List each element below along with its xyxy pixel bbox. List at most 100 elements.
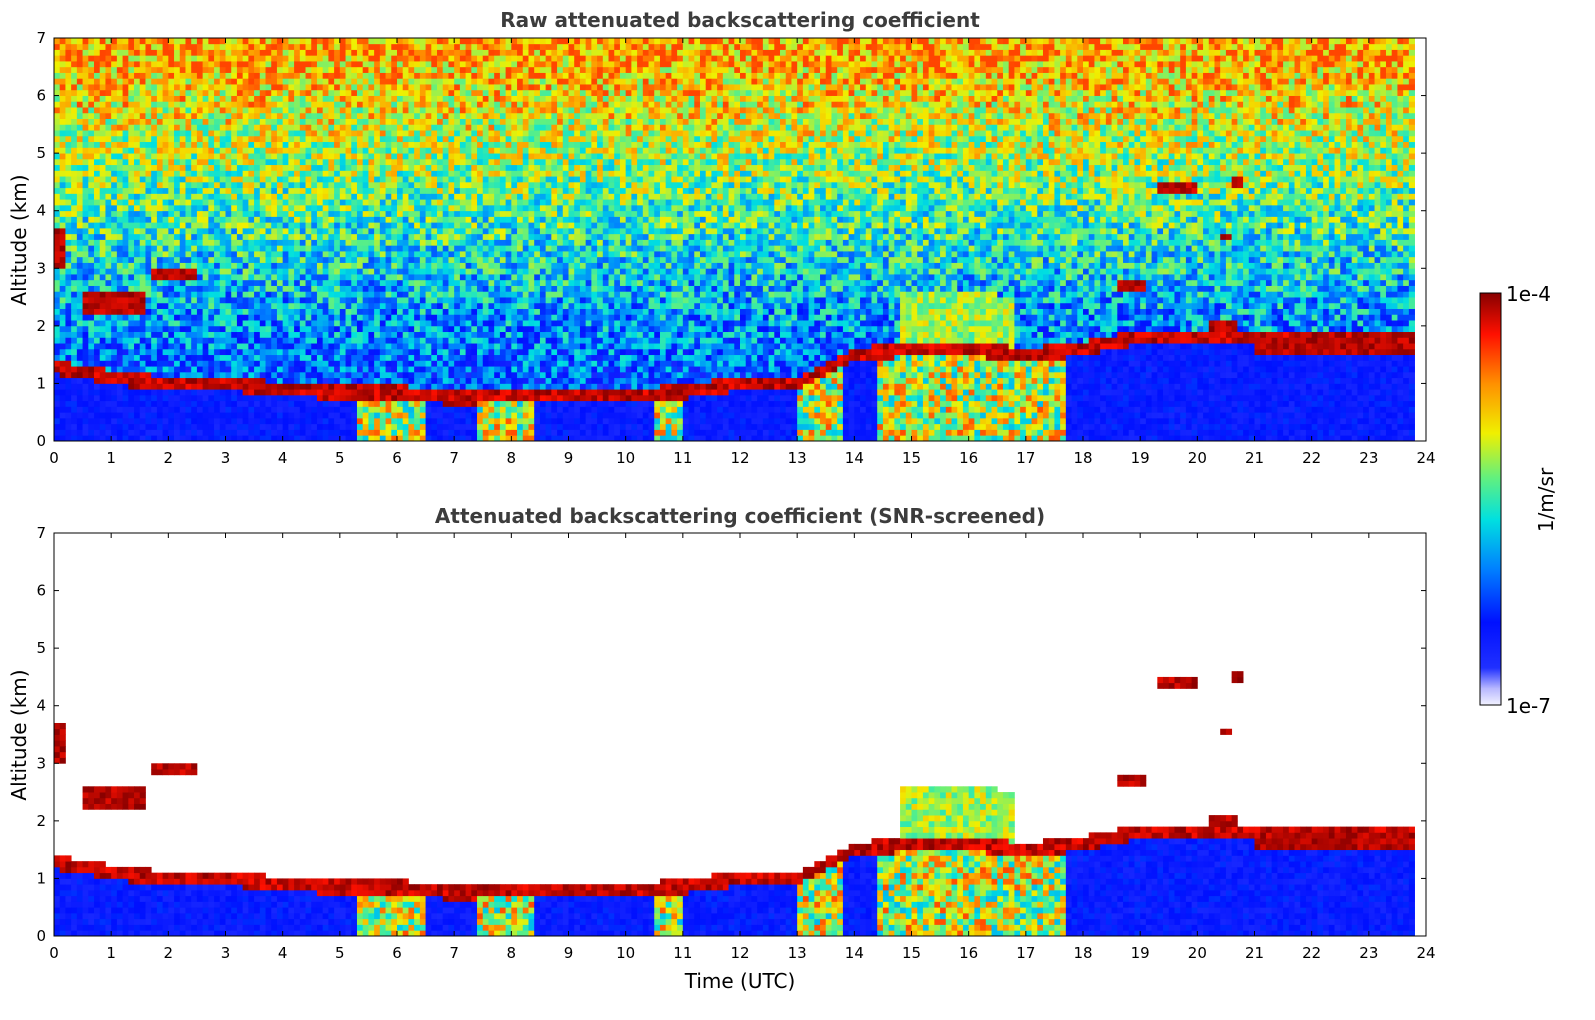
heatmap-cell: [431, 349, 437, 355]
heatmap-cell: [260, 96, 266, 102]
heatmap-cell: [123, 119, 129, 125]
heatmap-cell: [420, 355, 426, 361]
heatmap-cell: [174, 343, 180, 349]
heatmap-cell: [391, 297, 397, 303]
heatmap-cell: [420, 280, 426, 286]
heatmap-cell: [397, 435, 403, 441]
heatmap-cell: [426, 153, 432, 159]
heatmap-cell: [380, 55, 386, 61]
heatmap-cell: [100, 113, 106, 119]
heatmap-cell: [311, 406, 317, 412]
heatmap-cell: [220, 84, 226, 90]
heatmap-cell: [380, 84, 386, 90]
heatmap-cell: [54, 153, 60, 159]
heatmap-cell: [363, 263, 369, 269]
heatmap-cell: [180, 136, 186, 142]
heatmap-cell: [374, 280, 380, 286]
heatmap-cell: [128, 228, 134, 234]
heatmap-cell: [83, 38, 89, 44]
heatmap-cell: [226, 199, 232, 205]
heatmap-cell: [163, 234, 169, 240]
heatmap-cell: [306, 274, 312, 280]
heatmap-cell: [317, 424, 323, 430]
heatmap-cell: [454, 182, 460, 188]
heatmap-cell: [197, 257, 203, 263]
heatmap-cell: [151, 383, 157, 389]
heatmap-cell: [437, 360, 443, 366]
heatmap-cell: [65, 130, 71, 136]
heatmap-cell: [151, 429, 157, 435]
heatmap-cell: [145, 193, 151, 199]
heatmap-cell: [105, 50, 111, 56]
heatmap-cell: [54, 90, 60, 96]
heatmap-cell: [357, 429, 363, 435]
heatmap-cell: [317, 211, 323, 217]
heatmap-cell: [254, 124, 260, 130]
heatmap-cell: [448, 199, 454, 205]
heatmap-cell: [260, 222, 266, 228]
heatmap-cell: [266, 73, 272, 79]
heatmap-cell: [368, 50, 374, 56]
heatmap-cell: [328, 240, 334, 246]
heatmap-cell: [191, 360, 197, 366]
heatmap-cell: [323, 50, 329, 56]
heatmap-cell: [243, 418, 249, 424]
heatmap-cell: [420, 119, 426, 125]
heatmap-cell: [266, 355, 272, 361]
heatmap-cell: [340, 263, 346, 269]
heatmap-cell: [111, 67, 117, 73]
heatmap-cell: [128, 205, 134, 211]
heatmap-cell: [368, 147, 374, 153]
heatmap-cell: [357, 280, 363, 286]
heatmap-cell: [185, 268, 191, 274]
heatmap-cell: [357, 389, 363, 395]
heatmap-cell: [306, 286, 312, 292]
heatmap-cell: [54, 291, 60, 297]
heatmap-cell: [443, 96, 449, 102]
heatmap-cell: [403, 297, 409, 303]
heatmap-cell: [151, 343, 157, 349]
heatmap-cell: [363, 107, 369, 113]
heatmap-cell: [380, 165, 386, 171]
heatmap-cell: [340, 44, 346, 50]
heatmap-cell: [88, 216, 94, 222]
heatmap-cell: [426, 286, 432, 292]
heatmap-cell: [65, 67, 71, 73]
heatmap-cell: [346, 101, 352, 107]
heatmap-cell: [426, 418, 432, 424]
heatmap-cell: [271, 320, 277, 326]
heatmap-cell: [220, 44, 226, 50]
heatmap-cell: [214, 136, 220, 142]
heatmap-cell: [157, 337, 163, 343]
heatmap-cell: [454, 337, 460, 343]
heatmap-cell: [163, 383, 169, 389]
heatmap-cell: [105, 73, 111, 79]
heatmap-cell: [403, 222, 409, 228]
heatmap-cell: [288, 113, 294, 119]
heatmap-cell: [254, 372, 260, 378]
heatmap-cell: [243, 378, 249, 384]
heatmap-cell: [77, 90, 83, 96]
heatmap-cell: [420, 124, 426, 130]
heatmap-cell: [277, 383, 283, 389]
heatmap-cell: [100, 142, 106, 148]
heatmap-cell: [346, 314, 352, 320]
heatmap-cell: [180, 412, 186, 418]
heatmap-cell: [397, 159, 403, 165]
heatmap-cell: [311, 142, 317, 148]
heatmap-cell: [123, 326, 129, 332]
heatmap-cell: [288, 286, 294, 292]
heatmap-cell: [243, 136, 249, 142]
heatmap-cell: [431, 303, 437, 309]
heatmap-cell: [448, 107, 454, 113]
heatmap-cell: [88, 435, 94, 441]
heatmap-cell: [374, 320, 380, 326]
heatmap-cell: [294, 378, 300, 384]
heatmap-cell: [117, 222, 123, 228]
heatmap-cell: [168, 383, 174, 389]
heatmap-cell: [71, 67, 77, 73]
heatmap-cell: [185, 188, 191, 194]
heatmap-cell: [208, 297, 214, 303]
heatmap-cell: [191, 73, 197, 79]
heatmap-cell: [397, 101, 403, 107]
